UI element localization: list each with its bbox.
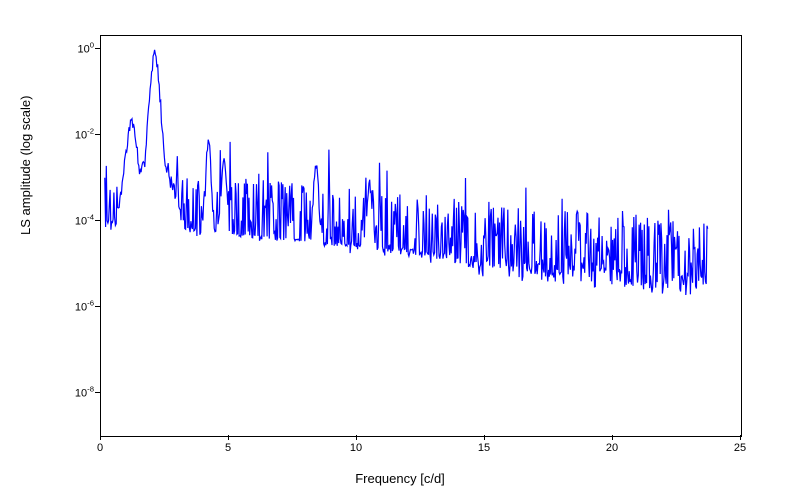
x-tick-label: 5: [225, 442, 231, 454]
x-tick-mark: [228, 435, 229, 440]
y-tick-mark: [95, 392, 100, 393]
x-tick-label: 15: [478, 442, 490, 454]
x-tick-label: 10: [350, 442, 362, 454]
x-tick-mark: [356, 435, 357, 440]
y-tick-mark: [95, 220, 100, 221]
x-tick-label: 25: [734, 442, 746, 454]
y-tick-mark: [95, 48, 100, 49]
y-tick-label: 10-2: [54, 127, 94, 142]
x-tick-mark: [740, 435, 741, 440]
y-tick-mark: [95, 306, 100, 307]
x-tick-mark: [484, 435, 485, 440]
plot-area: [100, 35, 742, 437]
spectrum-line: [101, 36, 741, 436]
y-tick-label: 10-6: [54, 299, 94, 314]
y-axis-label: LS amplitude (log scale): [18, 96, 33, 235]
y-tick-mark: [95, 134, 100, 135]
x-tick-mark: [612, 435, 613, 440]
y-tick-label: 10-4: [54, 213, 94, 228]
y-tick-label: 100: [54, 41, 94, 56]
y-tick-label: 10-8: [54, 385, 94, 400]
x-tick-label: 0: [97, 442, 103, 454]
x-tick-mark: [100, 435, 101, 440]
x-tick-label: 20: [606, 442, 618, 454]
periodogram-chart: LS amplitude (log scale) Frequency [c/d]…: [0, 0, 800, 500]
x-axis-label: Frequency [c/d]: [355, 471, 445, 486]
